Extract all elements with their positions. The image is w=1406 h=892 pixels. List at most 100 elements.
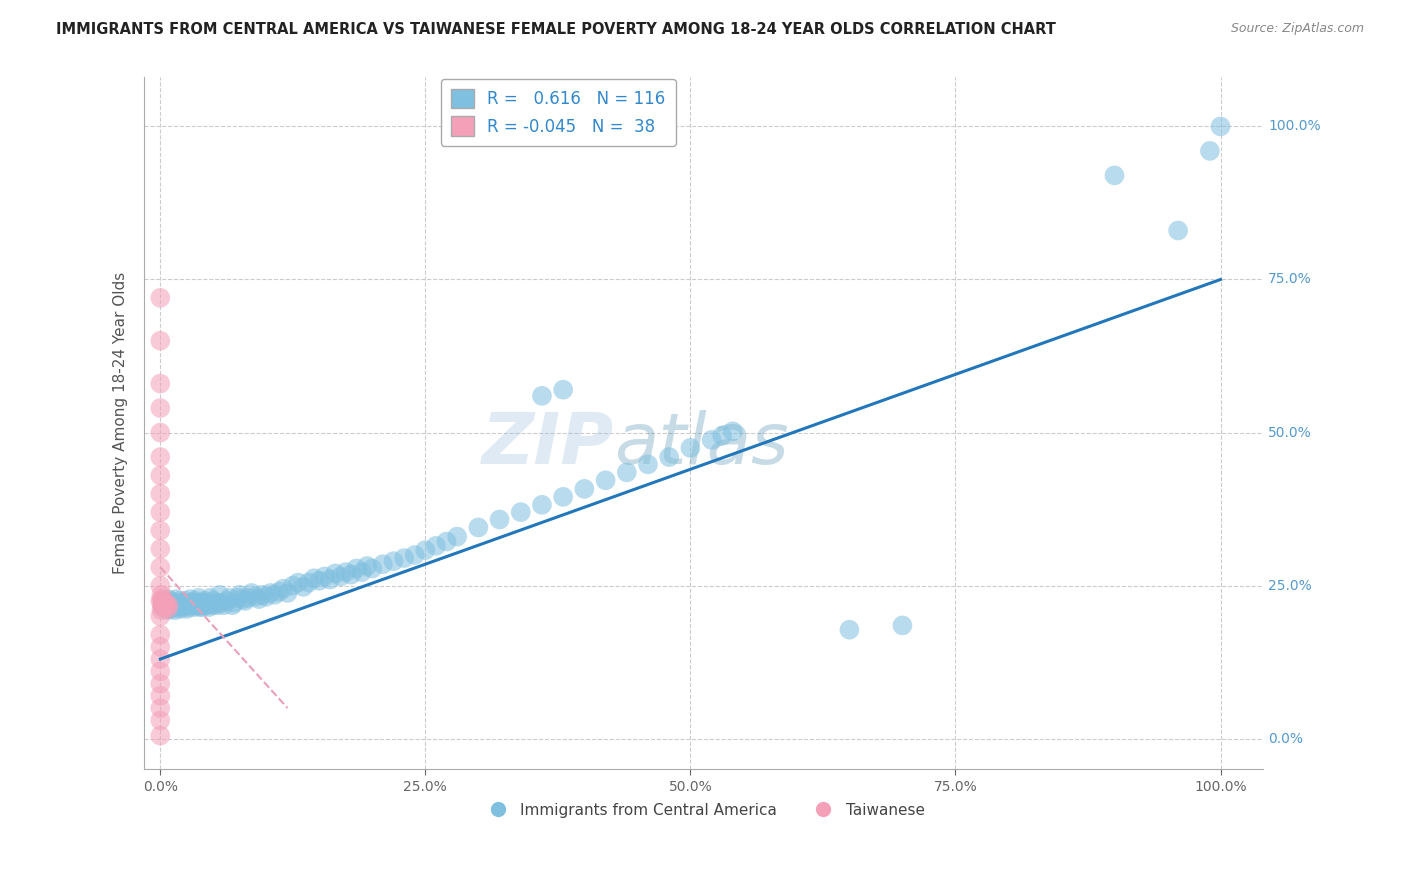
Point [163, 596, 186, 610]
Y-axis label: Female Poverty Among 18-24 Year Olds: Female Poverty Among 18-24 Year Olds [114, 272, 128, 574]
Point [149, 689, 172, 703]
Point [218, 591, 240, 605]
Point [276, 586, 298, 600]
Point [259, 586, 281, 600]
Point [165, 592, 187, 607]
Point [679, 441, 702, 455]
Point [156, 598, 179, 612]
Point [149, 401, 172, 415]
Point [240, 586, 263, 600]
Point [191, 600, 214, 615]
Point [149, 594, 172, 608]
Point [149, 425, 172, 440]
Point [155, 600, 177, 615]
Point [838, 623, 860, 637]
Text: IMMIGRANTS FROM CENTRAL AMERICA VS TAIWANESE FEMALE POVERTY AMONG 18-24 YEAR OLD: IMMIGRANTS FROM CENTRAL AMERICA VS TAIWA… [56, 22, 1056, 37]
Point [1199, 144, 1222, 158]
Point [149, 676, 172, 690]
Point [346, 561, 368, 575]
Point [238, 591, 260, 605]
Point [149, 665, 172, 679]
Point [149, 505, 172, 519]
Point [169, 594, 191, 608]
Point [166, 600, 188, 615]
Point [149, 652, 172, 666]
Point [195, 596, 218, 610]
Point [488, 512, 510, 526]
Point [553, 383, 575, 397]
Point [361, 561, 384, 575]
Text: ZIP: ZIP [482, 409, 614, 479]
Point [574, 482, 596, 496]
Point [150, 603, 173, 617]
Point [1167, 223, 1189, 237]
Point [152, 598, 174, 612]
Point [194, 594, 217, 608]
Point [637, 458, 659, 472]
Point [711, 428, 734, 442]
Point [263, 588, 285, 602]
Point [186, 598, 208, 612]
Point [616, 466, 638, 480]
Point [184, 594, 207, 608]
Point [245, 590, 267, 604]
Text: 100.0%: 100.0% [1268, 120, 1320, 134]
Point [250, 588, 273, 602]
Point [1209, 120, 1232, 134]
Point [247, 592, 270, 607]
Point [208, 588, 231, 602]
Point [149, 579, 172, 593]
Point [509, 505, 531, 519]
Point [292, 580, 315, 594]
Point [232, 592, 254, 607]
Point [157, 600, 180, 615]
Point [170, 597, 193, 611]
Point [404, 548, 426, 562]
Point [160, 594, 183, 608]
Point [287, 575, 309, 590]
Point [157, 598, 180, 612]
Point [340, 567, 363, 582]
Point [323, 566, 346, 581]
Legend: Immigrants from Central America, Taiwanese: Immigrants from Central America, Taiwane… [477, 797, 931, 824]
Point [371, 558, 394, 572]
Point [153, 597, 176, 611]
Point [149, 487, 172, 501]
Point [149, 524, 172, 538]
Text: 0.0%: 0.0% [1268, 731, 1303, 746]
Point [281, 579, 304, 593]
Point [179, 592, 201, 607]
Point [155, 596, 177, 610]
Point [382, 554, 405, 568]
Point [1104, 169, 1126, 183]
Point [177, 597, 200, 611]
Point [211, 596, 233, 610]
Point [267, 584, 290, 599]
Point [150, 594, 173, 608]
Point [149, 560, 172, 574]
Point [156, 602, 179, 616]
Point [165, 597, 187, 611]
Point [172, 600, 194, 615]
Point [356, 559, 378, 574]
Point [167, 598, 190, 612]
Point [149, 640, 172, 654]
Point [700, 433, 723, 447]
Point [415, 543, 437, 558]
Point [329, 569, 352, 583]
Point [181, 598, 204, 612]
Point [149, 450, 172, 464]
Point [149, 729, 172, 743]
Point [152, 600, 174, 615]
Point [149, 291, 172, 305]
Point [187, 591, 209, 605]
Point [176, 602, 198, 616]
Point [152, 594, 174, 608]
Point [190, 598, 212, 612]
Point [224, 596, 246, 610]
Point [155, 598, 177, 612]
Point [186, 597, 208, 611]
Point [308, 574, 330, 588]
Point [169, 602, 191, 616]
Point [198, 600, 221, 615]
